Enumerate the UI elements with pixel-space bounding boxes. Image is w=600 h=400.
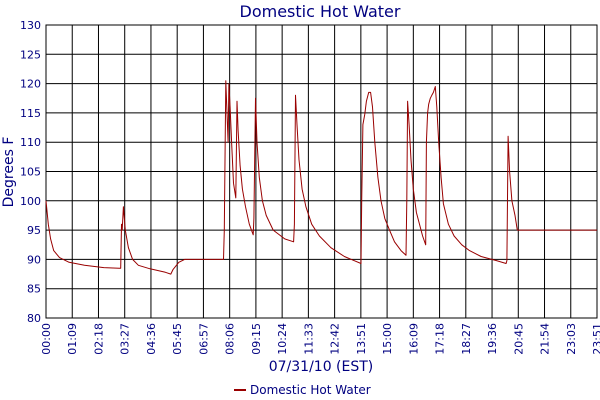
- y-tick-label: 105: [20, 166, 41, 179]
- x-axis-label: 07/31/10 (EST): [269, 359, 374, 375]
- chart-title: Domestic Hot Water: [240, 2, 401, 21]
- grid: [45, 24, 598, 319]
- y-tick-label: 100: [20, 195, 41, 208]
- x-tick-label: 15:00: [381, 323, 394, 355]
- x-tick-label: 00:00: [40, 323, 53, 355]
- x-tick-label: 09:15: [250, 323, 263, 355]
- y-axis: 80 85 90 95 100 105 110 115 120 125 130: [20, 19, 41, 325]
- x-tick-label: 23:51: [591, 323, 600, 355]
- y-tick-label: 80: [27, 312, 41, 325]
- series-line-domestic-hot-water: [45, 80, 597, 275]
- y-tick-label: 95: [27, 224, 41, 237]
- legend: Domestic Hot Water: [234, 383, 371, 397]
- series-layer: [45, 80, 597, 275]
- y-tick-label: 110: [20, 136, 41, 149]
- x-tick-label: 11:33: [302, 323, 315, 355]
- plot-area: [45, 24, 598, 319]
- y-tick-label: 120: [20, 78, 41, 91]
- x-tick-label: 04:36: [145, 323, 158, 355]
- x-tick-label: 03:27: [119, 323, 132, 355]
- x-tick-label: 10:24: [276, 323, 289, 355]
- x-tick-label: 08:06: [224, 323, 237, 355]
- x-tick-label: 23:03: [565, 323, 578, 355]
- x-tick-label: 17:18: [434, 323, 447, 355]
- y-tick-label: 90: [27, 253, 41, 266]
- x-tick-label: 21:54: [539, 323, 552, 355]
- x-tick-label: 16:09: [407, 323, 420, 355]
- legend-label: Domestic Hot Water: [250, 383, 371, 397]
- x-tick-label: 19:36: [486, 323, 499, 355]
- x-tick-label: 01:09: [66, 323, 79, 355]
- x-tick-label: 13:51: [355, 323, 368, 355]
- x-tick-label: 18:27: [460, 323, 473, 355]
- y-tick-label: 125: [20, 48, 41, 61]
- x-tick-label: 02:18: [92, 323, 105, 355]
- x-axis: 00:00 01:09 02:18 03:27 04:36 05:45 06:57 08:06…: [40, 323, 600, 355]
- x-tick-label: 06:57: [197, 323, 210, 355]
- y-axis-label: Degrees F: [1, 137, 17, 208]
- x-tick-label: 20:45: [512, 323, 525, 355]
- x-tick-label: 12:42: [329, 323, 342, 355]
- x-tick-label: 05:45: [171, 323, 184, 355]
- y-tick-label: 130: [20, 19, 41, 32]
- y-tick-label: 115: [20, 107, 41, 120]
- y-tick-label: 85: [27, 283, 41, 296]
